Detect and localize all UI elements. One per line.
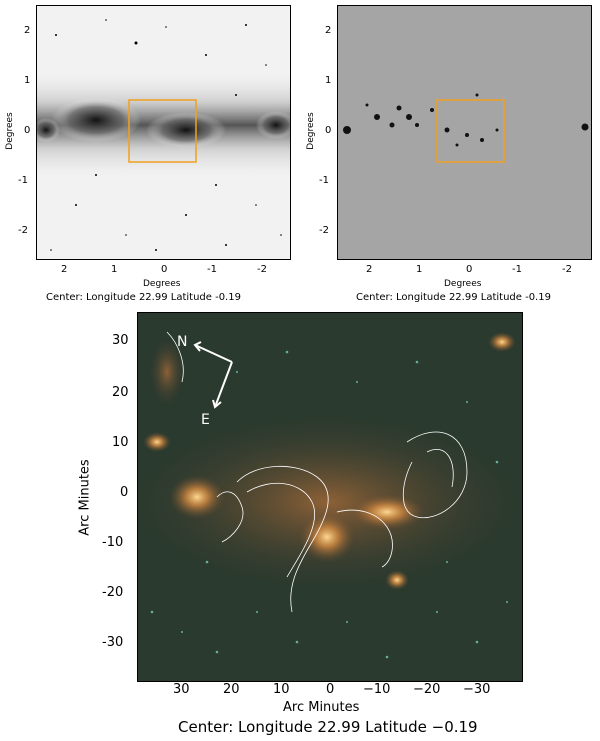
y-axis-title: Degrees [306,112,316,150]
x-tick: -1 [512,264,522,275]
x-tick: 0 [466,264,473,275]
x-tick: 1 [111,264,118,275]
y-tick: 1 [24,75,31,86]
panel-top-left [32,5,296,260]
y-tick: 2 [24,25,31,36]
y-axis-title: Arc Minutes [77,459,93,536]
y-tick: -2 [319,225,329,236]
x-axis-title: Degrees [444,279,482,289]
y-tick: 0 [120,485,129,500]
y-axis-title: Degrees [5,112,15,150]
y-tick: -2 [18,225,28,236]
x-tick: 10 [273,682,290,697]
x-axis-title: Arc Minutes [283,700,360,715]
compass-north-label: N [177,334,187,350]
y-tick: -1 [18,175,28,186]
x-tick: 2 [366,264,373,275]
y-tick: 30 [112,333,129,348]
panel-bottom-color: N E [127,312,527,682]
y-tick: -10 [102,535,124,550]
x-tick: −10 [363,682,391,697]
contour-lines [166,331,468,613]
caption-right: Center: Longitude 22.99 Latitude -0.19 [356,292,551,303]
x-tick: 2 [61,264,68,275]
x-tick: -2 [562,264,572,275]
y-tick: -30 [102,635,124,650]
panel-top-right [337,5,592,260]
y-tick: 2 [325,25,332,36]
selection-box [436,99,505,163]
x-axis-title: Degrees [143,279,181,289]
x-tick: 0 [326,682,335,697]
y-tick: 0 [325,125,332,136]
color-composite-image: N E [127,312,527,682]
x-tick: 30 [173,682,190,697]
x-tick: 20 [223,682,240,697]
grayscale-image-right [337,5,592,260]
x-tick: −20 [413,682,441,697]
y-tick: 20 [112,385,129,400]
selection-box [128,99,197,163]
y-tick: 0 [24,125,31,136]
x-tick: 0 [161,264,168,275]
y-tick: 1 [325,75,332,86]
y-tick: -20 [102,585,124,600]
y-tick: 10 [112,435,129,450]
x-tick: −30 [463,682,491,697]
x-tick: -2 [257,264,267,275]
caption-left: Center: Longitude 22.99 Latitude -0.19 [46,292,241,303]
grayscale-image-left [32,5,296,260]
x-tick: -1 [207,264,217,275]
caption-bottom: Center: Longitude 22.99 Latitude −0.19 [178,718,478,736]
compass [193,341,233,409]
compass-east-label: E [201,412,210,428]
y-tick: -1 [319,175,329,186]
x-tick: 1 [416,264,423,275]
